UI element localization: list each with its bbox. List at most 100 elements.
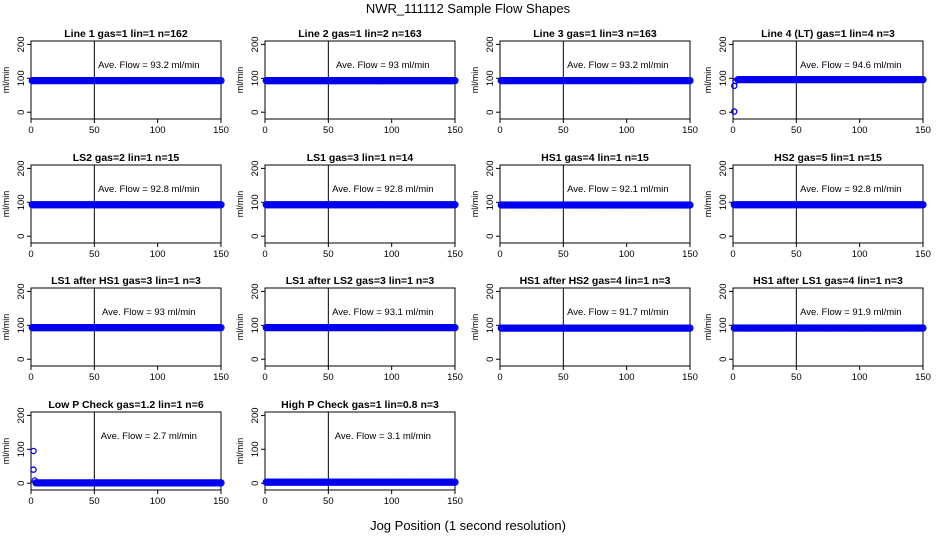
- data-point: [686, 324, 694, 332]
- x-tick-label: 0: [730, 125, 735, 136]
- y-axis-label: ml/min: [1, 67, 11, 94]
- y-tick-label: 0: [16, 481, 27, 486]
- y-tick-label: 100: [718, 70, 729, 86]
- panel-9: LS1 after HS1 gas=3 lin=1 n=3 0 50 100 150 0 1…: [1, 275, 229, 383]
- panel-title: LS2 gas=2 lin=1 n=15: [73, 152, 180, 164]
- data-points: [731, 76, 927, 115]
- x-tick-label: 100: [384, 125, 400, 136]
- data-point: [451, 323, 459, 332]
- x-tick-label: 150: [447, 249, 463, 260]
- x-tick-label: 50: [323, 125, 334, 136]
- data-point: [919, 201, 927, 209]
- y-tick-label: 200: [718, 283, 729, 299]
- data-point: [919, 324, 927, 332]
- data-points: [28, 324, 225, 332]
- data-points: [30, 447, 225, 487]
- x-tick-label: 100: [619, 125, 635, 136]
- y-tick-label: 0: [16, 234, 27, 239]
- panel-title: LS1 after HS1 gas=3 lin=1 n=3: [51, 275, 201, 287]
- y-tick-label: 100: [485, 317, 496, 333]
- average-flow-annotation: Ave. Flow = 92.8 ml/min: [800, 184, 901, 195]
- x-tick-label: 0: [730, 249, 735, 260]
- x-tick-label: 0: [262, 496, 267, 507]
- panel-title: HS1 after HS2 gas=4 lin=1 n=3: [520, 275, 671, 287]
- y-tick-label: 0: [16, 357, 27, 362]
- y-tick-label: 0: [485, 234, 496, 239]
- x-tick-label: 100: [384, 249, 400, 260]
- average-flow-annotation: Ave. Flow = 2.7 ml/min: [101, 431, 197, 442]
- x-tick-label: 0: [28, 372, 33, 383]
- data-point: [217, 324, 225, 332]
- y-tick-label: 200: [16, 407, 27, 423]
- panel-title: Line 4 (LT) gas=1 lin=4 n=3: [761, 28, 895, 40]
- y-tick-label: 200: [250, 36, 261, 52]
- panel-1: Line 1 gas=1 lin=1 n=162 0 50 100 150 0 100 200…: [1, 28, 229, 136]
- y-tick-label: 0: [718, 234, 729, 239]
- panel-8: HS2 gas=5 lin=1 n=15 0 50 100 150 0 100 200 ml/m…: [703, 152, 931, 260]
- panel-title: Line 3 gas=1 lin=3 n=163: [533, 28, 657, 40]
- x-tick-label: 100: [150, 372, 166, 383]
- data-points: [730, 324, 927, 332]
- y-axis-label: ml/min: [235, 438, 245, 465]
- y-tick-label: 200: [485, 160, 496, 176]
- average-flow-annotation: Ave. Flow = 93 ml/min: [102, 307, 196, 318]
- x-tick-label: 50: [791, 372, 802, 383]
- plot-frame: [30, 411, 222, 491]
- average-flow-annotation: Ave. Flow = 91.7 ml/min: [567, 307, 668, 318]
- y-tick-label: 100: [250, 70, 261, 86]
- y-tick-label: 0: [250, 357, 261, 362]
- data-point: [732, 77, 739, 85]
- x-tick-label: 100: [619, 249, 635, 260]
- x-tick-label: 150: [682, 125, 698, 136]
- y-tick-label: 100: [250, 441, 261, 457]
- x-tick-label: 100: [852, 125, 868, 136]
- data-point: [686, 76, 694, 85]
- x-tick-label: 0: [497, 372, 502, 383]
- x-tick-label: 150: [682, 249, 698, 260]
- x-tick-label: 0: [497, 125, 502, 136]
- y-tick-label: 0: [250, 234, 261, 239]
- x-tick-label: 150: [213, 496, 229, 507]
- data-point: [30, 447, 37, 455]
- y-tick-label: 200: [485, 283, 496, 299]
- y-tick-label: 100: [16, 441, 27, 457]
- panel-title: LS1 gas=3 lin=1 n=14: [307, 152, 414, 164]
- y-tick-label: 200: [250, 283, 261, 299]
- x-tick-label: 150: [213, 249, 229, 260]
- y-tick-label: 200: [16, 283, 27, 299]
- data-point: [217, 76, 225, 85]
- panel-13: Low P Check gas=1.2 lin=1 n=6 0 50 100 150 0 1…: [1, 399, 229, 507]
- data-points: [497, 201, 694, 209]
- y-axis-label: ml/min: [470, 67, 480, 94]
- average-flow-annotation: Ave. Flow = 93.2 ml/min: [567, 60, 668, 71]
- x-tick-label: 100: [384, 496, 400, 507]
- y-axis-label: ml/min: [1, 438, 11, 465]
- x-tick-label: 150: [915, 125, 931, 136]
- y-tick-label: 200: [16, 160, 27, 176]
- y-axis-label: ml/min: [1, 314, 11, 341]
- figure-title: NWR_111112 Sample Flow Shapes: [365, 1, 571, 16]
- data-point: [686, 201, 694, 209]
- data-point: [217, 479, 225, 487]
- y-tick-label: 200: [485, 36, 496, 52]
- x-tick-label: 50: [558, 372, 569, 383]
- x-tick-label: 100: [619, 372, 635, 383]
- data-points: [28, 76, 225, 85]
- data-points: [262, 478, 459, 486]
- panel-11: HS1 after HS2 gas=4 lin=1 n=3 0 50 100 150 0 1…: [470, 275, 698, 383]
- y-tick-label: 200: [16, 36, 27, 52]
- y-axis-label: ml/min: [703, 67, 713, 94]
- x-tick-label: 100: [150, 249, 166, 260]
- y-tick-label: 0: [250, 110, 261, 115]
- data-points: [497, 324, 694, 332]
- x-tick-label: 150: [447, 372, 463, 383]
- panel-title: HS1 after LS1 gas=4 lin=1 n=3: [753, 275, 903, 287]
- x-tick-label: 0: [262, 125, 267, 136]
- data-points: [28, 201, 225, 209]
- y-axis-label: ml/min: [235, 191, 245, 218]
- y-tick-label: 0: [250, 481, 261, 486]
- x-tick-label: 50: [89, 496, 100, 507]
- figure-xlabel: Jog Position (1 second resolution): [370, 518, 566, 533]
